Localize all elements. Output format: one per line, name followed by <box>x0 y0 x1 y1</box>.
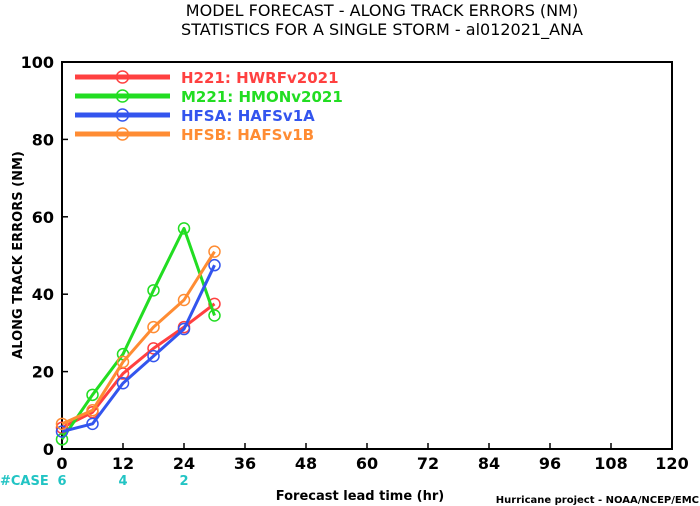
x-tick-label: 108 <box>594 454 627 473</box>
series-line <box>60 226 216 441</box>
data-point <box>86 404 99 417</box>
x-tick-label: 120 <box>655 454 688 473</box>
data-point <box>55 425 69 438</box>
data-point <box>86 417 99 431</box>
x-tick-label: 60 <box>356 454 378 473</box>
case-label: #CASE <box>0 474 49 489</box>
x-tick-label: 12 <box>112 454 134 473</box>
y-tick-label: 40 <box>32 285 54 304</box>
y-tick-label: 20 <box>32 363 54 382</box>
legend-marker <box>115 108 130 122</box>
plot-frame <box>61 61 673 450</box>
data-point <box>208 309 221 322</box>
data-point <box>208 245 221 258</box>
series-line <box>61 250 216 426</box>
y-tick-label: 0 <box>43 440 54 459</box>
chart-title: MODEL FORECAST - ALONG TRACK ERRORS (NM) <box>186 1 578 20</box>
legend-entry: H221: HWRFv2021 <box>181 69 339 87</box>
data-point <box>177 322 191 336</box>
data-point <box>177 293 191 307</box>
x-tick-label: 36 <box>234 454 256 473</box>
legend-marker <box>115 89 130 103</box>
data-point <box>147 349 160 363</box>
x-tick-label: 84 <box>478 454 500 473</box>
y-tick-label: 60 <box>32 208 54 227</box>
y-tick-label: 80 <box>32 130 54 149</box>
plot-area: 0 12 24 36 48 60 72 84 96 108 120020406080100H221:… <box>21 53 689 489</box>
x-tick-label: 24 <box>173 454 195 473</box>
data-point <box>147 284 160 297</box>
data-point <box>177 222 191 235</box>
legend-entry: HFSB: HAFSv1B <box>181 126 314 144</box>
x-tick-label: 0 <box>56 454 67 473</box>
data-point <box>116 376 130 390</box>
legend-marker <box>115 127 130 141</box>
x-axis-label: Forecast lead time (hr) <box>276 489 444 504</box>
case-count: 6 <box>57 474 66 489</box>
y-tick-label: 100 <box>21 53 54 72</box>
data-point <box>147 342 160 355</box>
chart-subtitle: STATISTICS FOR A SINGLE STORM - al012021… <box>181 20 583 40</box>
case-count: 4 <box>118 474 127 489</box>
data-point <box>208 258 221 272</box>
x-tick-label: 48 <box>295 454 317 473</box>
x-tick-label: 96 <box>539 454 561 473</box>
x-tick-label: 72 <box>417 454 439 473</box>
legend-marker <box>115 70 130 84</box>
legend-entry: M221: HMONv2021 <box>181 88 343 106</box>
data-point <box>116 355 130 369</box>
data-point <box>55 433 69 446</box>
y-axis-label: ALONG TRACK ERRORS (NM) <box>11 151 26 359</box>
data-point <box>147 320 160 334</box>
data-point <box>86 388 99 402</box>
data-point <box>55 417 69 431</box>
credit-text: Hurricane project - NOAA/NCEP/EMC <box>496 495 699 506</box>
legend-entry: HFSA: HAFSv1A <box>181 107 315 125</box>
case-count: 2 <box>179 474 188 489</box>
